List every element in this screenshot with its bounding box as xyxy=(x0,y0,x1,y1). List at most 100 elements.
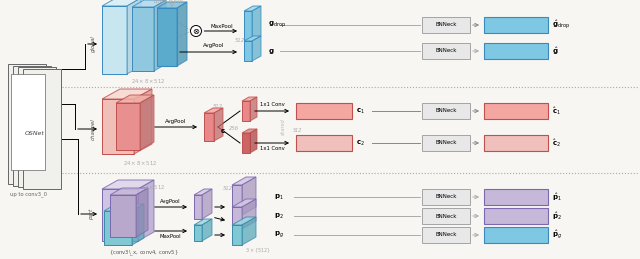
Text: $\mathbf{g}_\mathrm{drop}$: $\mathbf{g}_\mathrm{drop}$ xyxy=(268,20,286,30)
Text: BNNeck: BNNeck xyxy=(435,140,457,146)
Polygon shape xyxy=(110,195,136,237)
Text: $\otimes$: $\otimes$ xyxy=(192,26,200,35)
Bar xyxy=(484,189,548,205)
Text: BNNeck: BNNeck xyxy=(435,23,457,27)
Text: $24 \times 8 \times 512$: $24 \times 8 \times 512$ xyxy=(131,77,165,85)
Polygon shape xyxy=(140,95,154,150)
Circle shape xyxy=(191,25,202,37)
Bar xyxy=(13,66,51,185)
Polygon shape xyxy=(204,113,214,141)
Bar xyxy=(484,135,548,151)
Text: 512: 512 xyxy=(223,186,233,191)
Polygon shape xyxy=(102,189,138,241)
Text: AvgPool: AvgPool xyxy=(165,119,187,124)
Text: global: global xyxy=(91,36,96,52)
Polygon shape xyxy=(250,129,257,153)
Polygon shape xyxy=(250,97,257,121)
Text: $\mathbf{c}$: $\mathbf{c}$ xyxy=(220,127,226,135)
Bar xyxy=(484,208,548,224)
Text: $24 \times 8 \times 512$: $24 \times 8 \times 512$ xyxy=(123,159,157,167)
Text: AvgPool: AvgPool xyxy=(160,198,180,204)
Text: $\hat{\mathbf{p}}_2$: $\hat{\mathbf{p}}_2$ xyxy=(552,210,562,222)
Polygon shape xyxy=(116,103,140,150)
Polygon shape xyxy=(194,195,202,219)
Polygon shape xyxy=(132,7,154,71)
Bar xyxy=(484,103,548,119)
Text: BNNeck: BNNeck xyxy=(435,109,457,113)
Text: $3 \times \{512\}$: $3 \times \{512\}$ xyxy=(245,247,271,255)
Polygon shape xyxy=(244,6,261,11)
Bar xyxy=(18,67,56,187)
Polygon shape xyxy=(252,6,261,41)
Text: $\mathbf{p}_2$: $\mathbf{p}_2$ xyxy=(274,211,284,221)
Polygon shape xyxy=(242,217,256,245)
Bar xyxy=(422,103,470,119)
Polygon shape xyxy=(242,133,250,153)
Bar xyxy=(11,74,45,170)
Polygon shape xyxy=(102,0,141,6)
Polygon shape xyxy=(110,188,148,195)
Polygon shape xyxy=(102,180,154,189)
Polygon shape xyxy=(104,211,132,245)
Polygon shape xyxy=(132,0,166,7)
Text: $\hat{\mathbf{g}}_\mathrm{drop}$: $\hat{\mathbf{g}}_\mathrm{drop}$ xyxy=(552,19,570,31)
Text: 512: 512 xyxy=(293,128,303,133)
Polygon shape xyxy=(194,189,212,195)
Polygon shape xyxy=(242,177,256,215)
Text: channel: channel xyxy=(91,118,96,140)
Polygon shape xyxy=(232,207,242,229)
Polygon shape xyxy=(157,8,177,66)
Text: BNNeck: BNNeck xyxy=(435,233,457,238)
Polygon shape xyxy=(177,2,187,66)
Text: $\hat{\mathbf{p}}_g$: $\hat{\mathbf{p}}_g$ xyxy=(552,228,562,241)
Polygon shape xyxy=(242,97,257,101)
Text: 256: 256 xyxy=(229,126,239,132)
Polygon shape xyxy=(202,189,212,219)
Bar xyxy=(422,208,470,224)
Polygon shape xyxy=(232,199,256,207)
Text: 512: 512 xyxy=(235,39,245,44)
Bar xyxy=(484,227,548,243)
Polygon shape xyxy=(214,108,223,141)
Text: $\mathbf{p}_1$: $\mathbf{p}_1$ xyxy=(274,192,284,202)
Bar xyxy=(422,135,470,151)
Polygon shape xyxy=(244,41,252,61)
Polygon shape xyxy=(232,177,256,185)
Text: up to conv3_0: up to conv3_0 xyxy=(10,191,47,197)
Text: $2 \times 512$: $2 \times 512$ xyxy=(145,183,166,191)
Polygon shape xyxy=(157,2,187,8)
Polygon shape xyxy=(134,89,152,154)
Text: shared: shared xyxy=(280,119,285,135)
Text: $\{$conv3\_x, conv4, conv5$\}$: $\{$conv3\_x, conv4, conv5$\}$ xyxy=(109,248,179,258)
Bar xyxy=(296,103,352,119)
Text: MaxPool: MaxPool xyxy=(211,24,234,28)
Polygon shape xyxy=(132,204,144,245)
Bar xyxy=(484,43,548,59)
Text: 512: 512 xyxy=(213,104,223,110)
Text: MaxPool: MaxPool xyxy=(159,234,181,240)
Bar xyxy=(296,135,352,151)
Polygon shape xyxy=(102,89,152,99)
Text: $\mathbf{c}_2$: $\mathbf{c}_2$ xyxy=(356,138,365,148)
Polygon shape xyxy=(244,36,261,41)
Bar xyxy=(484,17,548,33)
Text: $\hat{\mathbf{p}}_1$: $\hat{\mathbf{p}}_1$ xyxy=(552,191,562,203)
Polygon shape xyxy=(252,36,261,61)
Text: BNNeck: BNNeck xyxy=(435,213,457,219)
Text: $\hat{\mathbf{c}}_2$: $\hat{\mathbf{c}}_2$ xyxy=(552,137,561,149)
Text: 1x1 Conv: 1x1 Conv xyxy=(260,102,284,106)
Text: $\hat{\mathbf{g}}$: $\hat{\mathbf{g}}$ xyxy=(552,45,559,57)
Polygon shape xyxy=(202,219,212,241)
Polygon shape xyxy=(232,217,256,225)
Polygon shape xyxy=(102,99,134,154)
Text: AvgPool: AvgPool xyxy=(204,42,225,47)
Polygon shape xyxy=(104,204,144,211)
Text: $\mathbf{p}_g$: $\mathbf{p}_g$ xyxy=(274,230,284,240)
Text: drop block: drop block xyxy=(154,0,182,4)
Polygon shape xyxy=(204,108,223,113)
Polygon shape xyxy=(242,101,250,121)
Text: $\mathbf{c}_1$: $\mathbf{c}_1$ xyxy=(356,106,365,116)
Text: part: part xyxy=(89,208,94,220)
Polygon shape xyxy=(127,0,141,74)
Polygon shape xyxy=(242,199,256,229)
